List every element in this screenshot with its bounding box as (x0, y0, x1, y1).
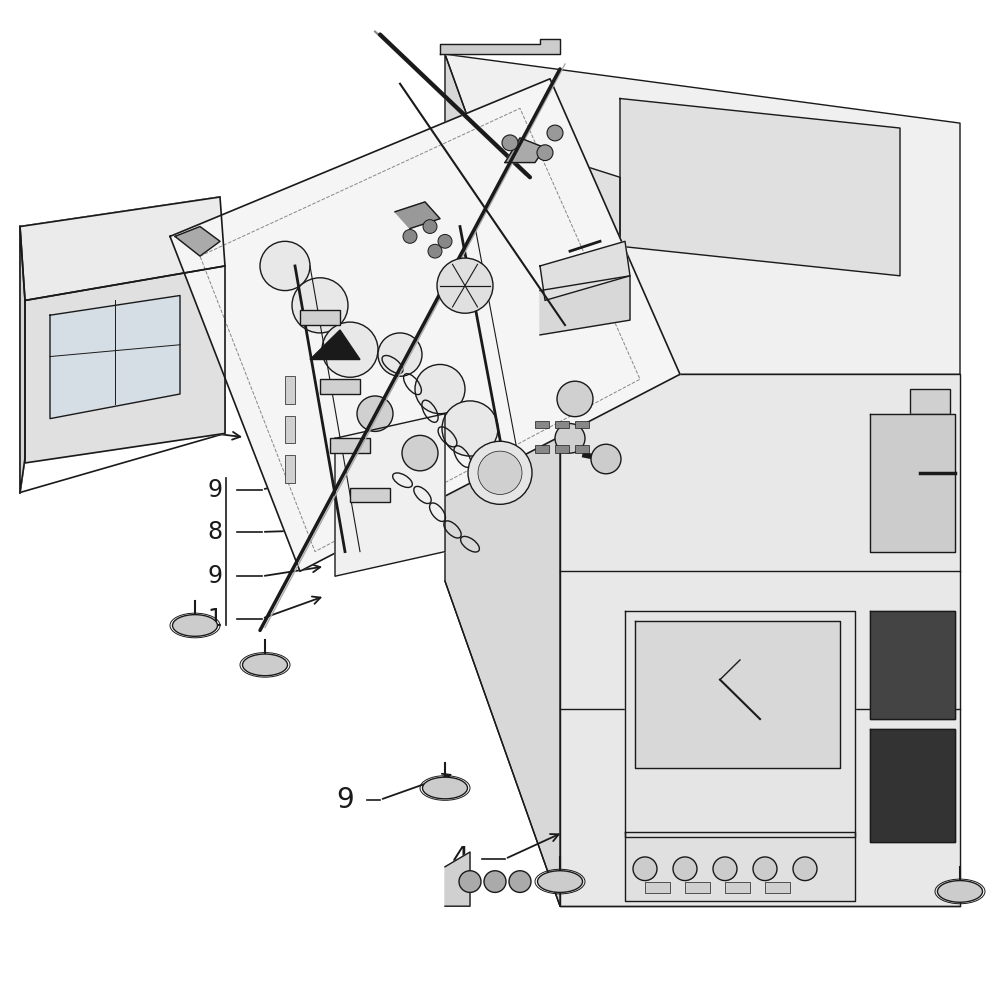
Bar (725, 882, 750, 893)
Polygon shape (395, 202, 440, 229)
Bar (555, 421, 569, 428)
Bar (685, 882, 710, 893)
Bar (555, 445, 569, 453)
Bar (575, 445, 589, 453)
Polygon shape (540, 241, 630, 300)
Circle shape (438, 234, 452, 248)
Circle shape (591, 444, 621, 474)
Text: 8: 8 (207, 520, 223, 544)
Circle shape (475, 443, 525, 492)
Polygon shape (20, 227, 25, 493)
Polygon shape (505, 138, 545, 163)
Circle shape (478, 451, 522, 494)
Circle shape (753, 857, 777, 881)
Polygon shape (870, 611, 955, 719)
Polygon shape (440, 39, 560, 54)
Circle shape (260, 241, 310, 291)
Circle shape (713, 857, 737, 881)
Circle shape (357, 396, 393, 431)
Bar (765, 882, 790, 893)
Text: 9: 9 (208, 478, 222, 501)
Circle shape (547, 125, 563, 141)
Circle shape (557, 381, 593, 417)
Bar (350, 488, 390, 502)
Bar (300, 310, 340, 325)
Polygon shape (450, 123, 620, 296)
Text: 4: 4 (39, 336, 57, 363)
Circle shape (502, 135, 518, 151)
Bar (285, 455, 295, 483)
Bar (535, 445, 549, 453)
Circle shape (437, 258, 493, 313)
Polygon shape (50, 296, 180, 419)
Polygon shape (620, 98, 900, 276)
Circle shape (509, 871, 531, 892)
Circle shape (555, 424, 585, 453)
Text: 9: 9 (336, 786, 354, 814)
Polygon shape (25, 266, 225, 463)
Circle shape (403, 230, 417, 243)
Bar (910, 443, 950, 468)
Bar (645, 882, 670, 893)
Circle shape (415, 364, 465, 414)
Circle shape (468, 441, 532, 504)
Circle shape (923, 500, 947, 524)
Polygon shape (870, 729, 955, 842)
Ellipse shape (242, 654, 288, 676)
Circle shape (322, 322, 378, 377)
Text: 9: 9 (208, 564, 222, 588)
Circle shape (793, 857, 817, 881)
Polygon shape (175, 227, 220, 256)
Polygon shape (870, 414, 955, 552)
Bar (285, 376, 295, 404)
Polygon shape (540, 276, 630, 335)
Circle shape (537, 145, 553, 161)
Polygon shape (445, 54, 960, 374)
Text: 3: 3 (39, 267, 57, 295)
Polygon shape (170, 79, 680, 571)
Bar (910, 389, 950, 414)
Bar (330, 438, 370, 453)
Circle shape (459, 871, 481, 892)
Polygon shape (335, 414, 445, 576)
Polygon shape (310, 330, 360, 360)
Text: 1: 1 (208, 607, 222, 630)
Circle shape (423, 220, 437, 233)
Circle shape (292, 278, 348, 333)
Polygon shape (625, 832, 855, 901)
Circle shape (428, 244, 442, 258)
Bar (535, 421, 549, 428)
Polygon shape (445, 852, 470, 906)
Ellipse shape (538, 871, 582, 892)
Text: 4: 4 (451, 845, 469, 873)
Polygon shape (625, 611, 855, 837)
Ellipse shape (938, 881, 982, 902)
Polygon shape (635, 621, 840, 768)
Circle shape (633, 857, 657, 881)
Text: 2: 2 (39, 405, 57, 432)
Ellipse shape (422, 777, 468, 799)
Bar (285, 416, 295, 443)
Polygon shape (560, 374, 960, 906)
Bar (320, 379, 360, 394)
Circle shape (673, 857, 697, 881)
Polygon shape (20, 197, 225, 300)
Circle shape (402, 435, 438, 471)
Polygon shape (445, 54, 560, 906)
Circle shape (484, 871, 506, 892)
Circle shape (378, 333, 422, 376)
Bar (575, 421, 589, 428)
Circle shape (442, 401, 498, 456)
Ellipse shape (173, 615, 218, 636)
